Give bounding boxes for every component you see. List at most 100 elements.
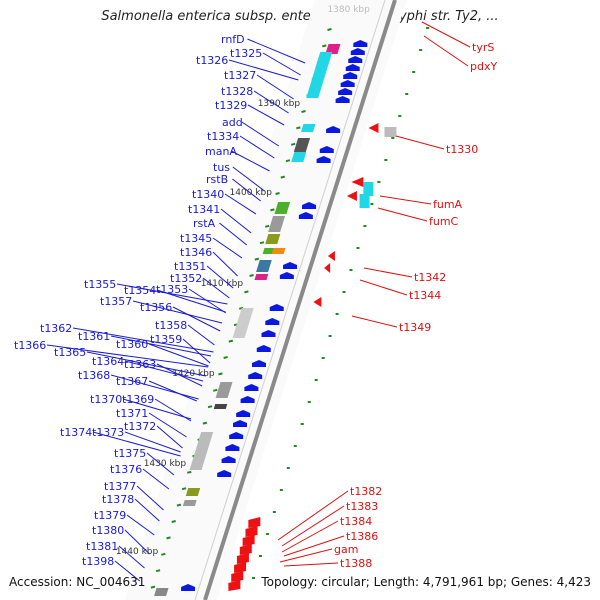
label-connector xyxy=(247,38,306,64)
gene-label: t1341 xyxy=(188,203,220,216)
label-connector xyxy=(116,283,228,305)
tick-mark xyxy=(171,520,176,523)
reverse-gene-box-gray xyxy=(384,127,397,137)
label-connector xyxy=(148,380,197,402)
gene-label: t1381 xyxy=(86,540,118,553)
label-connector-reverse xyxy=(363,267,413,278)
label-connector xyxy=(134,498,160,522)
forward-gene-arrow xyxy=(353,40,368,47)
forward-gene-arrow xyxy=(298,212,313,219)
label-connector xyxy=(228,59,299,81)
gene-label: t1354 xyxy=(124,284,156,297)
gene-label: t1367 xyxy=(116,375,148,388)
forward-gene-arrow xyxy=(348,56,363,63)
tick-mark xyxy=(296,126,301,130)
gene-label: t1364 xyxy=(92,355,124,368)
gene-box-magenta xyxy=(254,274,269,280)
gene-label: t1346 xyxy=(180,246,212,259)
forward-gene-arrow xyxy=(252,360,266,367)
gene-label: t1334 xyxy=(207,130,239,143)
forward-gene-arrow xyxy=(217,470,232,477)
label-connector-reverse xyxy=(423,35,469,67)
reverse-gene-arrow xyxy=(327,251,335,261)
label-connector xyxy=(124,360,204,382)
reverse-gene-arrow xyxy=(231,571,244,582)
gene-label: manA xyxy=(205,145,237,158)
gene-box-gray xyxy=(215,382,233,398)
label-connector xyxy=(142,468,170,490)
forward-gene-arrow xyxy=(265,318,280,325)
label-connector xyxy=(232,178,262,202)
tick-mark xyxy=(207,405,213,409)
forward-gene-arrow xyxy=(221,456,236,463)
topology-summary: Topology: circular; Length: 4,791,961 bp… xyxy=(261,575,591,589)
tick-mark xyxy=(202,421,208,425)
label-connector-reverse xyxy=(279,548,333,563)
tick-mark xyxy=(322,44,327,48)
gene-label-reverse: fumC xyxy=(429,215,459,228)
tick-mark xyxy=(223,356,228,359)
gene-label: t1368 xyxy=(78,369,110,382)
gene-box-gray xyxy=(154,588,169,596)
gene-label: t1370 xyxy=(90,393,122,406)
reverse-gene-arrow xyxy=(245,526,258,537)
forward-gene-arrow xyxy=(240,396,255,403)
reverse-gene-arrow xyxy=(368,123,379,133)
label-connector-reverse xyxy=(283,535,345,557)
gene-box-steel xyxy=(256,260,272,272)
reverse-gene-arrow xyxy=(228,580,241,591)
reverse-gene-arrow xyxy=(346,191,357,201)
label-connector xyxy=(156,425,183,449)
gene-label: t1362 xyxy=(40,322,72,335)
label-connector xyxy=(188,288,227,314)
tick-mark xyxy=(254,257,260,261)
label-connector xyxy=(182,338,211,364)
label-connector xyxy=(220,208,252,234)
label-connector xyxy=(206,265,234,289)
gene-label: t1374 xyxy=(60,426,92,439)
gene-label-reverse: tyrS xyxy=(472,41,494,54)
tick-mark xyxy=(270,208,275,212)
label-connector xyxy=(231,150,270,172)
label-connector xyxy=(212,251,238,277)
gene-label: rstA xyxy=(193,217,216,230)
gene-box-gray xyxy=(182,500,197,506)
gene-box-magenta xyxy=(325,44,341,54)
label-connector xyxy=(262,52,301,76)
label-connector xyxy=(148,343,209,367)
tick-mark xyxy=(181,487,187,491)
forward-gene-arrow xyxy=(236,410,251,417)
label-connector xyxy=(46,344,209,368)
tick-mark xyxy=(280,175,286,179)
label-connector xyxy=(202,277,230,299)
tick-mark xyxy=(176,503,182,507)
reverse-gene-box-cyan xyxy=(363,182,374,196)
gene-label: t1360 xyxy=(116,338,148,351)
label-connector xyxy=(92,431,181,457)
tick-mark xyxy=(238,306,244,310)
label-connector xyxy=(224,193,257,215)
gene-label: rstB xyxy=(206,173,228,186)
label-connector xyxy=(124,431,181,453)
label-connector xyxy=(187,324,215,346)
label-connector xyxy=(126,514,155,536)
tick-mark xyxy=(228,339,234,343)
forward-gene-arrow xyxy=(225,444,240,451)
gene-label: t1326 xyxy=(196,54,228,67)
gene-label: t1340 xyxy=(192,188,224,201)
gene-label: t1398 xyxy=(82,555,114,568)
forward-gene-arrow xyxy=(261,330,276,337)
label-connector xyxy=(241,121,280,147)
forward-gene-arrow xyxy=(302,202,317,209)
gene-box-orange xyxy=(271,248,286,254)
gene-box-dark xyxy=(293,138,311,152)
gene-box-green xyxy=(274,202,291,214)
gene-label: t1328 xyxy=(221,85,253,98)
reverse-gene-arrow xyxy=(236,553,249,564)
forward-gene-arrow xyxy=(244,384,259,391)
gene-label-reverse: t1342 xyxy=(414,271,446,284)
tick-mark xyxy=(264,224,270,228)
tick-mark xyxy=(259,241,265,245)
tick-mark xyxy=(290,142,296,146)
label-connector xyxy=(232,166,265,192)
